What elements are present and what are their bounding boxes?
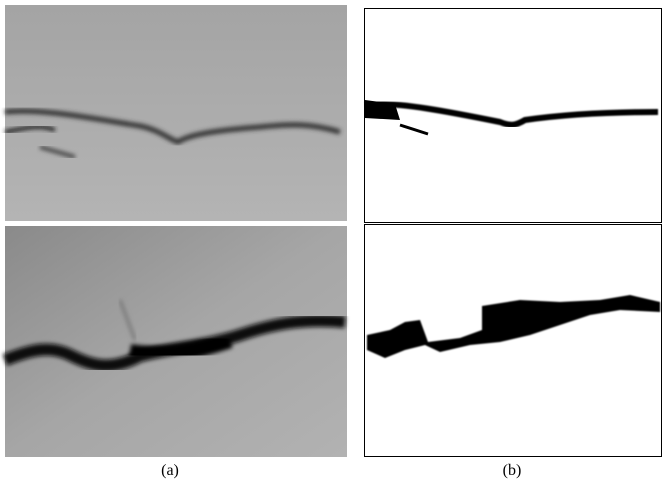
caption: (a)	[161, 462, 179, 479]
image-b-top	[364, 8, 662, 223]
image-b-bottom	[364, 224, 662, 457]
caption: (b)	[503, 462, 522, 479]
image-a-top	[4, 5, 347, 221]
image-a-bottom	[2, 226, 347, 457]
